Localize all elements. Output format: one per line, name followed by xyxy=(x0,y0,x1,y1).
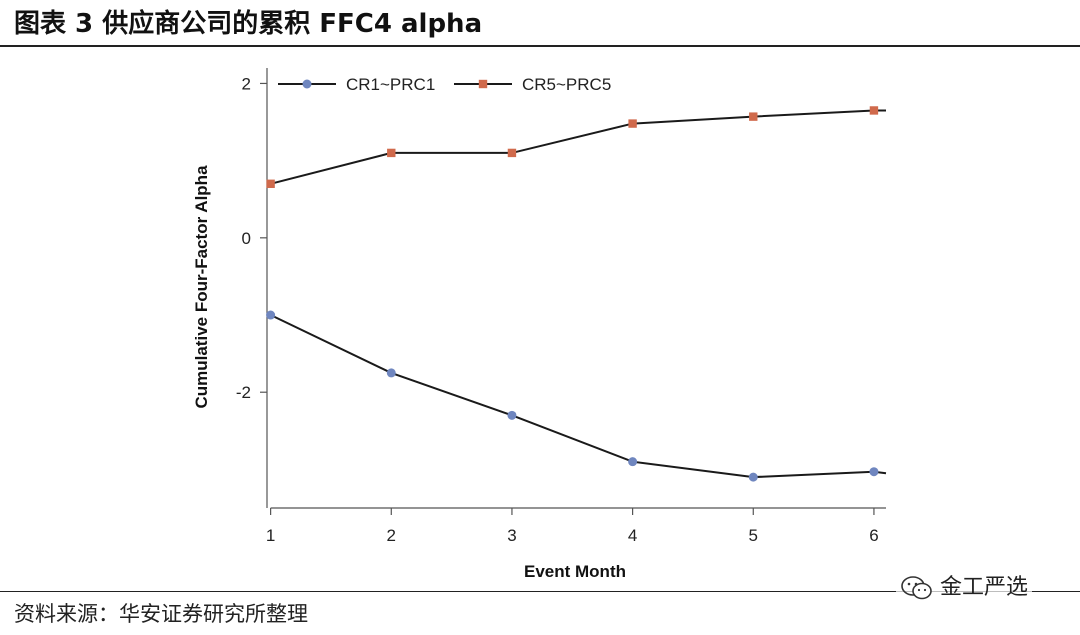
series-2 xyxy=(266,106,886,188)
data-point xyxy=(386,368,396,378)
series-line xyxy=(270,314,887,479)
data-point xyxy=(749,112,758,121)
source-note: 资料来源：华安证券研究所整理 xyxy=(14,602,308,626)
data-point xyxy=(628,119,637,128)
legend-marker xyxy=(302,79,312,89)
figure-title: 图表 3 供应商公司的累积 FFC4 alpha xyxy=(14,9,483,39)
x-tick-label: 2 xyxy=(387,526,396,545)
series-1 xyxy=(266,310,887,482)
wechat-icon xyxy=(901,576,932,600)
legend-entry-1: CR1~PRC1 xyxy=(278,75,435,94)
data-point xyxy=(748,472,758,482)
title-divider xyxy=(0,45,1080,47)
footer-divider xyxy=(0,591,1080,592)
y-tick-label: 0 xyxy=(242,229,251,248)
x-axis-label: Event Month xyxy=(524,562,626,581)
legend-marker xyxy=(478,79,488,89)
y-tick-label: 2 xyxy=(242,74,251,93)
x-tick-label: 4 xyxy=(628,526,637,545)
data-point xyxy=(507,148,517,158)
legend-entry-2: CR5~PRC5 xyxy=(454,75,611,94)
legend-label: CR1~PRC1 xyxy=(346,75,435,94)
x-tick-label: 5 xyxy=(749,526,758,545)
data-point xyxy=(869,467,879,477)
data-point xyxy=(507,410,517,420)
chart-legend: CR1~PRC1 CR5~PRC5 xyxy=(278,75,611,94)
data-point xyxy=(266,310,276,320)
x-tick-label: 3 xyxy=(507,526,516,545)
data-point xyxy=(628,457,638,467)
chart-series xyxy=(266,106,887,482)
x-tick-label: 1 xyxy=(266,526,275,545)
watermark-text: 金工严选 xyxy=(940,575,1029,600)
chart-axes: -2 0 2 1 2 3 4 5 6 xyxy=(236,68,886,545)
watermark: 金工严选 xyxy=(896,572,1033,604)
data-point xyxy=(869,106,879,115)
y-tick-label: -2 xyxy=(236,383,251,402)
series-line xyxy=(270,109,886,185)
data-point xyxy=(266,179,275,188)
data-point xyxy=(387,148,396,158)
legend-label: CR5~PRC5 xyxy=(522,75,611,94)
line-chart: -2 0 2 1 2 3 4 5 6 CR1~PRC1 CR5~PRC5 Cumulative F… xyxy=(192,68,887,581)
y-axis-label: Cumulative Four-Factor Alpha xyxy=(192,165,211,409)
x-tick-label: 6 xyxy=(869,526,878,545)
